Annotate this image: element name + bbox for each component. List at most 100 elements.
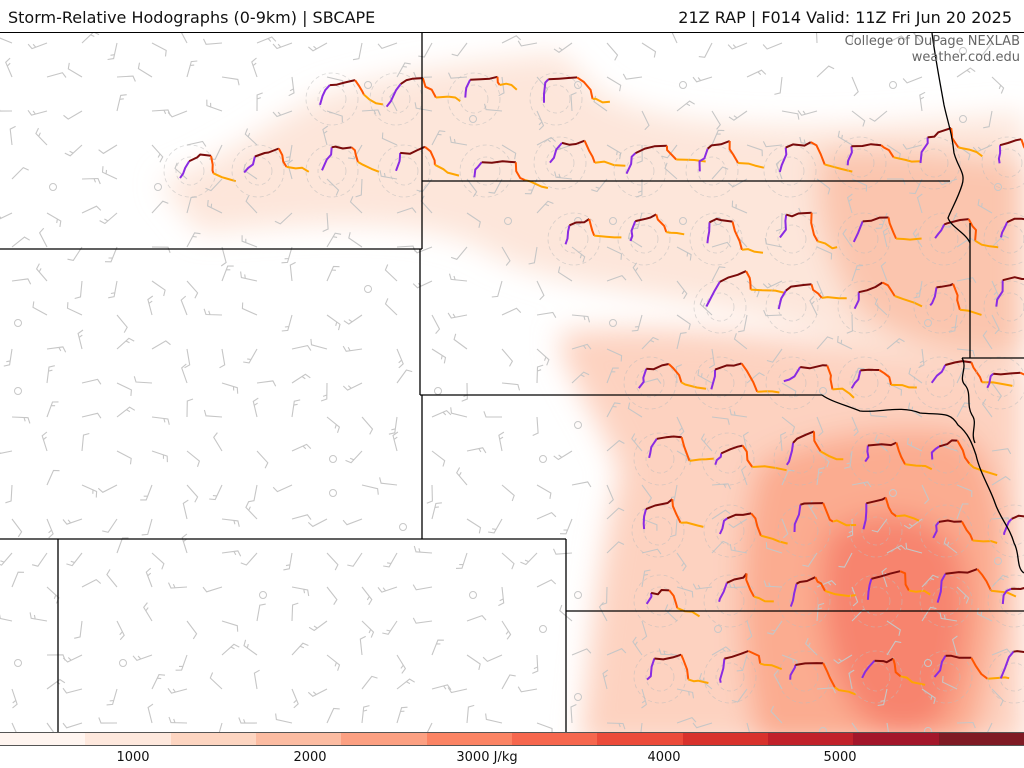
hodograph-segment	[724, 650, 749, 660]
wind-barb	[728, 518, 748, 529]
wind-barb	[669, 518, 678, 538]
hodograph-segment	[880, 144, 895, 158]
wind-barb	[209, 484, 223, 501]
wind-barb	[606, 507, 625, 520]
wind-barb	[466, 178, 478, 198]
hodograph-segment	[655, 214, 668, 233]
hodograph-segment	[995, 280, 1004, 307]
wind-barb	[46, 212, 62, 227]
wind-barb	[501, 674, 516, 690]
hodograph-segment	[968, 462, 998, 477]
wind-barb	[181, 363, 188, 384]
hodograph-segment	[936, 573, 947, 603]
hodograph	[549, 139, 626, 167]
wind-barb	[272, 484, 293, 493]
wind-barb	[168, 716, 188, 724]
wind-barb	[151, 42, 167, 57]
wind-barb	[107, 42, 118, 61]
wind-barb	[482, 654, 503, 663]
hodograph	[243, 147, 310, 174]
calm-wind-marker	[819, 387, 827, 395]
hodograph-segment	[945, 360, 972, 366]
wind-barb	[606, 348, 623, 362]
wind-barb	[816, 65, 835, 78]
hodograph-segment	[961, 521, 974, 541]
wind-barb	[453, 333, 468, 350]
hodograph-segment	[785, 141, 812, 149]
wind-barb	[98, 144, 118, 155]
hodograph-segment	[1019, 371, 1024, 376]
wind-barb	[384, 264, 398, 282]
wind-barb	[347, 552, 363, 567]
hodograph-segment	[646, 363, 670, 371]
wind-barb	[729, 408, 748, 418]
wind-barb	[851, 481, 872, 488]
wind-barb	[140, 484, 153, 501]
hodograph-segment	[243, 156, 256, 174]
credit-block: College of DuPage NEXLAB weather.cod.edu	[845, 34, 1020, 66]
wind-barb	[919, 91, 926, 112]
hodograph	[319, 79, 384, 106]
calm-wind-marker	[259, 591, 267, 599]
hodograph-ring	[993, 148, 1023, 178]
wind-barb	[711, 241, 732, 248]
calm-wind-marker	[609, 319, 617, 327]
wind-barb	[501, 246, 511, 266]
hodograph-segment	[656, 435, 682, 440]
hodograph-segment	[726, 572, 748, 584]
hodograph	[321, 145, 380, 173]
wind-barb	[488, 518, 503, 534]
wind-barb	[221, 550, 242, 557]
hodograph	[793, 502, 857, 533]
hodograph-segment	[714, 453, 723, 466]
wind-barb	[851, 110, 866, 127]
wind-barb	[359, 635, 366, 656]
wind-barb	[38, 227, 48, 248]
wind-barb	[342, 382, 363, 391]
wind-barb	[0, 212, 13, 220]
wind-barb	[461, 382, 468, 402]
wind-barb	[326, 586, 338, 605]
wind-barb	[907, 437, 923, 452]
wind-barb	[631, 314, 643, 332]
wind-barb	[981, 398, 993, 418]
hodograph-segment	[499, 82, 518, 91]
wind-barb	[240, 552, 258, 566]
hodograph-ring	[645, 586, 675, 616]
wind-barb	[326, 654, 341, 671]
hodograph-ring	[849, 368, 879, 398]
wind-barb	[874, 298, 888, 316]
wind-barb	[243, 639, 258, 656]
hodograph-segment	[592, 97, 610, 104]
hodograph-ring	[837, 212, 891, 266]
wind-barb	[956, 67, 976, 78]
wind-barb	[81, 205, 102, 214]
hodograph-segment	[710, 369, 717, 390]
wind-barb	[326, 416, 341, 433]
wind-barb	[692, 583, 713, 590]
wind-barb	[431, 409, 452, 418]
wind-barb	[711, 166, 729, 180]
hodograph-ring	[785, 444, 815, 474]
hodograph-segment	[938, 439, 958, 448]
wind-barb	[381, 132, 398, 146]
wind-barb	[291, 688, 299, 709]
hodograph	[785, 430, 844, 466]
wind-barb	[671, 33, 678, 44]
wind-barb	[762, 141, 783, 148]
hodograph	[179, 153, 237, 183]
hodograph-segment	[740, 362, 759, 393]
wind-barb	[692, 76, 713, 83]
wind-barb	[447, 72, 468, 79]
wind-barb	[631, 433, 643, 452]
wind-barb	[46, 469, 60, 486]
wind-barb	[5, 484, 13, 504]
calm-wind-marker	[364, 81, 372, 89]
colorbar-tick-label: 2000	[293, 750, 327, 765]
wind-barb	[291, 344, 312, 351]
wind-barb	[676, 416, 685, 437]
wind-barb	[379, 477, 398, 486]
wind-barb	[838, 552, 853, 568]
hodograph-segment	[793, 504, 802, 533]
hodograph-ring	[985, 368, 1015, 398]
